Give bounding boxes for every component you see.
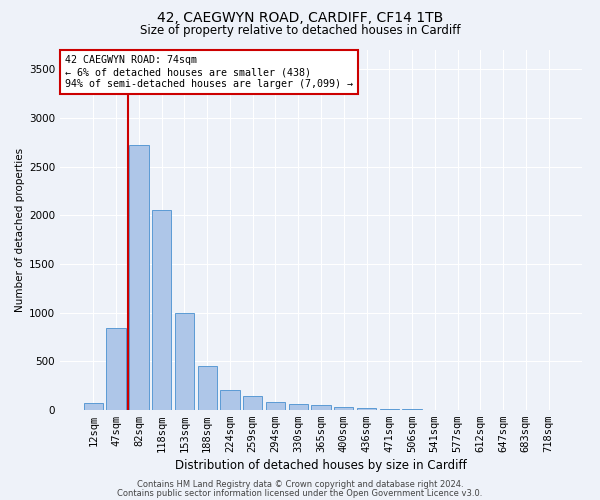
- Bar: [311, 405, 331, 410]
- Bar: [289, 404, 308, 410]
- Text: Contains public sector information licensed under the Open Government Licence v3: Contains public sector information licen…: [118, 488, 482, 498]
- Bar: [403, 409, 422, 410]
- Bar: [266, 402, 285, 410]
- Bar: [334, 407, 353, 410]
- Y-axis label: Number of detached properties: Number of detached properties: [15, 148, 25, 312]
- Bar: [380, 408, 399, 410]
- Bar: [106, 328, 126, 410]
- Bar: [129, 146, 149, 410]
- Bar: [243, 396, 262, 410]
- Bar: [197, 366, 217, 410]
- Text: 42 CAEGWYN ROAD: 74sqm
← 6% of detached houses are smaller (438)
94% of semi-det: 42 CAEGWYN ROAD: 74sqm ← 6% of detached …: [65, 56, 353, 88]
- Text: 42, CAEGWYN ROAD, CARDIFF, CF14 1TB: 42, CAEGWYN ROAD, CARDIFF, CF14 1TB: [157, 11, 443, 25]
- Text: Contains HM Land Registry data © Crown copyright and database right 2024.: Contains HM Land Registry data © Crown c…: [137, 480, 463, 489]
- Bar: [84, 403, 103, 410]
- Text: Size of property relative to detached houses in Cardiff: Size of property relative to detached ho…: [140, 24, 460, 37]
- Bar: [220, 390, 239, 410]
- Bar: [175, 312, 194, 410]
- Bar: [357, 408, 376, 410]
- X-axis label: Distribution of detached houses by size in Cardiff: Distribution of detached houses by size …: [175, 460, 467, 472]
- Bar: [152, 210, 172, 410]
